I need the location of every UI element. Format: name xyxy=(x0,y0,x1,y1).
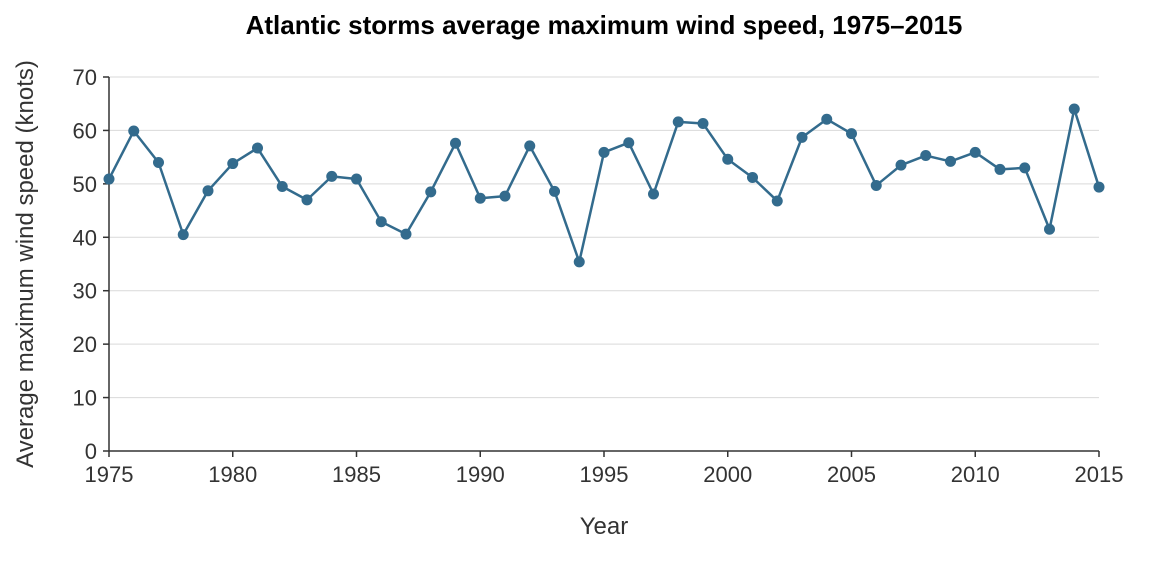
y-axis-ticks: 0 10 20 30 40 50 60 70 xyxy=(73,65,109,464)
y-tick-label: 0 xyxy=(85,439,97,464)
data-point xyxy=(969,146,981,158)
data-point xyxy=(103,173,115,185)
series-line xyxy=(107,107,1101,264)
x-tick-label: 1980 xyxy=(208,462,257,487)
gridlines xyxy=(109,76,1099,399)
y-tick-label: 10 xyxy=(73,386,97,411)
x-tick-label: 2000 xyxy=(703,462,752,487)
x-axis-label: Year xyxy=(580,513,629,540)
x-tick-label: 1975 xyxy=(85,462,134,487)
data-point xyxy=(920,150,932,162)
chart-title: Atlantic storms average maximum wind spe… xyxy=(246,10,963,40)
data-point xyxy=(276,181,288,193)
data-point xyxy=(252,142,263,154)
x-tick-label: 2005 xyxy=(827,462,876,487)
y-tick-label: 50 xyxy=(73,172,97,197)
x-tick-label: 1990 xyxy=(456,462,505,487)
data-point xyxy=(1019,162,1031,174)
data-point xyxy=(1068,103,1080,115)
data-point xyxy=(177,229,189,241)
data-point xyxy=(994,163,1006,175)
data-point xyxy=(573,256,585,268)
data-point xyxy=(227,158,239,170)
data-point xyxy=(499,190,511,202)
data-points xyxy=(103,103,1105,268)
data-point xyxy=(697,117,709,129)
y-tick-label: 70 xyxy=(73,65,97,90)
x-tick-label: 1985 xyxy=(332,462,381,487)
data-point xyxy=(524,140,536,152)
data-point xyxy=(895,159,907,171)
y-tick-label: 30 xyxy=(73,279,97,304)
data-point xyxy=(623,137,635,149)
data-point xyxy=(1044,223,1055,235)
data-point xyxy=(821,113,833,125)
data-point xyxy=(400,228,412,240)
data-point xyxy=(301,194,313,206)
data-point xyxy=(1093,181,1105,193)
data-point xyxy=(375,216,387,228)
data-point xyxy=(648,188,659,200)
data-point xyxy=(846,128,857,140)
x-tick-label: 2010 xyxy=(951,462,1000,487)
x-tick-label: 1995 xyxy=(580,462,629,487)
data-point xyxy=(747,171,758,183)
y-tick-label: 20 xyxy=(73,332,97,357)
data-point xyxy=(870,179,882,191)
y-tick-label: 60 xyxy=(73,118,97,143)
data-point xyxy=(771,195,783,207)
data-point xyxy=(945,155,956,167)
data-point xyxy=(598,146,610,158)
data-point xyxy=(796,131,808,143)
data-point xyxy=(128,125,140,137)
data-point xyxy=(153,156,164,168)
y-axis-label: Average maximum wind speed (knots) xyxy=(12,60,39,468)
data-point xyxy=(722,153,734,165)
data-point xyxy=(326,170,338,182)
data-point xyxy=(425,186,437,198)
x-tick-label: 2015 xyxy=(1075,462,1124,487)
x-axis-ticks: 1975 1980 1985 1990 1995 2000 2005 2010 2015 xyxy=(85,451,1124,487)
y-tick-label: 40 xyxy=(73,225,97,250)
data-point xyxy=(450,137,461,149)
data-point xyxy=(474,192,486,204)
data-point xyxy=(351,173,362,185)
data-point xyxy=(672,116,684,128)
data-point xyxy=(202,185,214,197)
data-point xyxy=(549,185,560,197)
